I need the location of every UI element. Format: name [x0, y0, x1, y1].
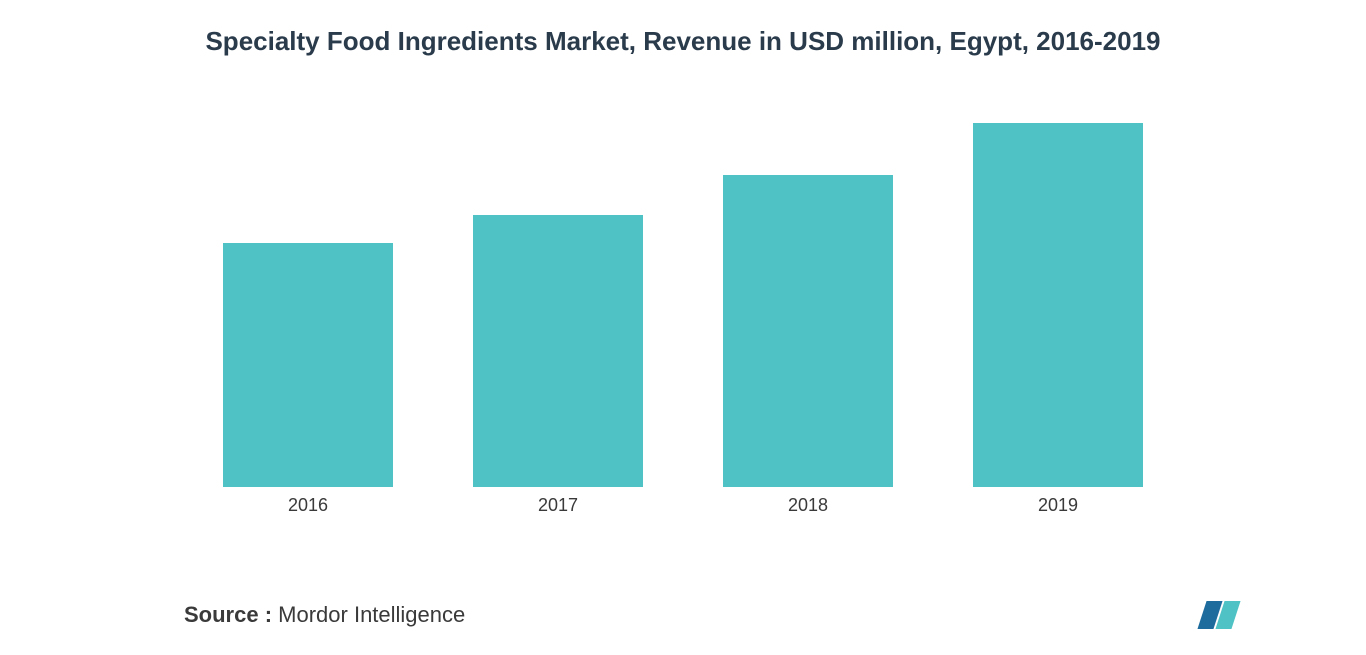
bar-slot [933, 87, 1183, 487]
plot-area [183, 87, 1183, 487]
bar-2016 [223, 243, 393, 487]
source-label: Source : [184, 602, 272, 627]
bar-2017 [473, 215, 643, 487]
bar-2019 [973, 123, 1143, 487]
bar-slot [433, 87, 683, 487]
bars-group [183, 87, 1183, 487]
logo-mark-icon [1202, 601, 1236, 629]
brand-logo [1202, 601, 1246, 629]
x-axis-labels: 2016201720182019 [183, 495, 1183, 516]
chart-container: Specialty Food Ingredients Market, Reven… [0, 0, 1366, 655]
x-label: 2017 [433, 495, 683, 516]
bar-2018 [723, 175, 893, 487]
x-label: 2016 [183, 495, 433, 516]
bar-slot [183, 87, 433, 487]
bar-slot [683, 87, 933, 487]
chart-footer: Source : Mordor Intelligence [0, 601, 1366, 629]
chart-title: Specialty Food Ingredients Market, Reven… [40, 26, 1326, 57]
source-value: Mordor Intelligence [278, 602, 465, 627]
x-label: 2018 [683, 495, 933, 516]
source-line: Source : Mordor Intelligence [184, 602, 465, 628]
x-label: 2019 [933, 495, 1183, 516]
